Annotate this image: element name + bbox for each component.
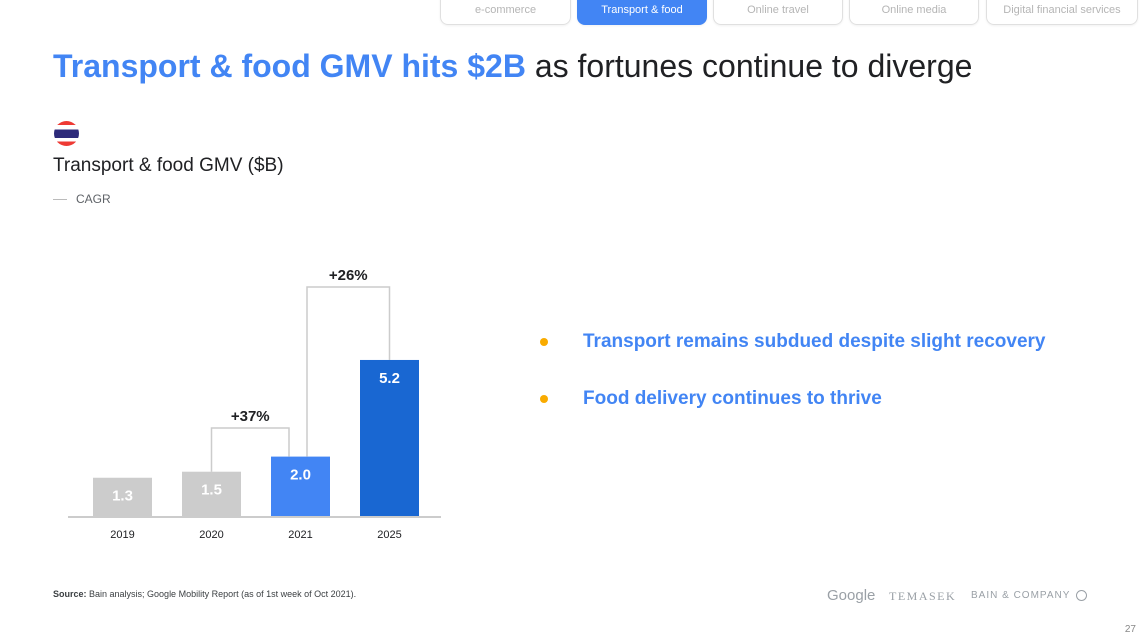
x-tick-label: 2021 — [288, 529, 312, 541]
bar-2025 — [360, 359, 419, 517]
bullet-text: Food delivery continues to thrive — [583, 388, 882, 409]
bar-2021 — [271, 456, 330, 517]
cagr-bracket — [306, 286, 391, 457]
cagr-bracket — [210, 427, 290, 472]
cagr-label: +37% — [231, 408, 270, 425]
google-logo: Google — [827, 587, 876, 604]
x-tick-label: 2019 — [110, 529, 134, 541]
bar-chart: 1.3 2019 1.5 2020 2.0 2021 5.2 2025 +37% +26% — [68, 267, 441, 541]
title-highlight: Transport & food GMV hits $2B — [53, 48, 526, 84]
bar-value-label: 5.2 — [379, 370, 400, 387]
tab-digital-financial-services[interactable]: Digital financial services — [986, 0, 1138, 25]
thailand-flag-icon — [54, 121, 79, 146]
bar-2019 — [93, 477, 152, 517]
bar-value-label: 2.0 — [290, 467, 311, 484]
cagr-label: +26% — [329, 267, 368, 284]
source-label: Source: — [53, 589, 87, 599]
tab-transport-food[interactable]: Transport & food — [577, 0, 707, 25]
cagr-label: CAGR — [76, 192, 111, 206]
temasek-logo: TEMASEK — [889, 589, 957, 603]
source-note: Source: Bain analysis; Google Mobility R… — [53, 589, 356, 599]
bullet-item: Transport remains subdued despite slight… — [540, 331, 1045, 353]
bar-value-label: 1.5 — [201, 482, 222, 499]
page-number: 27 — [1124, 624, 1136, 635]
bullet-item: Food delivery continues to thrive — [540, 388, 882, 410]
bullet-text: Transport remains subdued despite slight… — [583, 331, 1046, 352]
x-tick-label: 2020 — [199, 529, 223, 541]
bain-logo-text: BAIN & COMPANY — [971, 590, 1071, 601]
bar-value-label: 1.3 — [112, 488, 133, 505]
tab-online-travel[interactable]: Online travel — [713, 0, 843, 25]
bullet-dot-icon — [540, 395, 548, 403]
source-text: Bain analysis; Google Mobility Report (a… — [86, 589, 357, 599]
cagr-legend: CAGR — [53, 192, 111, 206]
bain-logo: BAIN & COMPANY — [971, 590, 1088, 601]
page-title: Transport & food GMV hits $2B as fortune… — [53, 48, 972, 85]
bain-logo-icon — [1076, 590, 1088, 601]
x-tick-label: 2025 — [377, 529, 401, 541]
bar-2020 — [182, 471, 241, 517]
tab-online-media[interactable]: Online media — [849, 0, 979, 25]
title-rest: as fortunes continue to diverge — [525, 48, 973, 84]
tab-e-commerce[interactable]: e-commerce — [440, 0, 571, 25]
bullet-dot-icon — [540, 338, 548, 346]
chart-title: Transport & food GMV ($B) — [53, 155, 284, 176]
legend-line-icon — [53, 198, 67, 200]
